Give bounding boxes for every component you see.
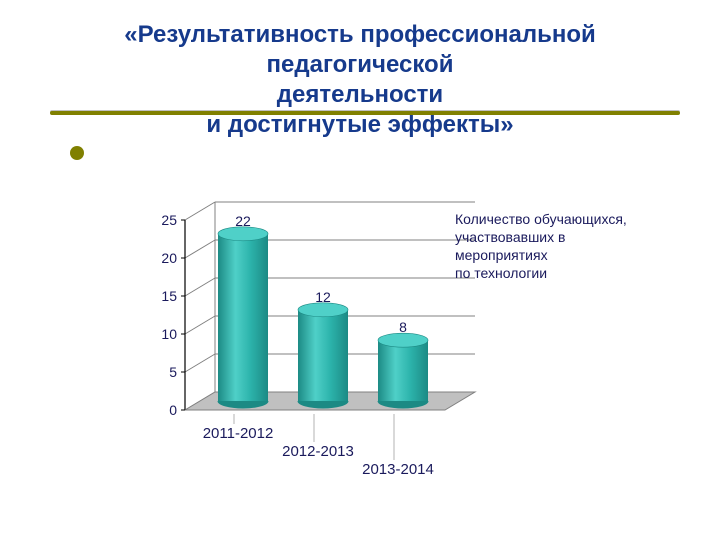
y-tick-label: 10 bbox=[161, 326, 177, 342]
legend-text: по технологии bbox=[455, 265, 547, 281]
slide-title: «Результативность профессиональной педаг… bbox=[60, 20, 660, 140]
y-tick-label: 20 bbox=[161, 250, 177, 266]
category-label: 2013-2014 bbox=[362, 461, 434, 478]
title-line-1: «Результативность профессиональной педаг… bbox=[60, 20, 660, 80]
legend-text: Количество обучающихся, bbox=[455, 211, 627, 227]
value-label: 22 bbox=[235, 213, 251, 229]
y-tick-label: 0 bbox=[169, 402, 177, 418]
value-label: 8 bbox=[399, 319, 407, 335]
value-label: 12 bbox=[315, 289, 331, 305]
legend-text: участвовавших в bbox=[455, 229, 565, 245]
y-tick-label: 15 bbox=[161, 288, 177, 304]
bullet-dot bbox=[70, 146, 84, 160]
bar-chart: 0 5 10 15 20 25 22 12 8 2011-2012 2012-2013 2013-20… bbox=[130, 160, 630, 500]
category-label: 2011-2012 bbox=[203, 425, 274, 442]
slide: «Результативность профессиональной педаг… bbox=[0, 0, 720, 540]
category-label: 2012-2013 bbox=[282, 443, 354, 460]
y-tick-label: 5 bbox=[169, 364, 177, 380]
chart-container: 0 5 10 15 20 25 22 12 8 2011-2012 2012-2013 2013-20… bbox=[130, 160, 630, 500]
legend-text: мероприятиях bbox=[455, 247, 548, 263]
divider-line-olive bbox=[50, 111, 680, 115]
title-line-2: деятельности bbox=[60, 80, 660, 110]
y-tick-label: 25 bbox=[161, 212, 177, 228]
